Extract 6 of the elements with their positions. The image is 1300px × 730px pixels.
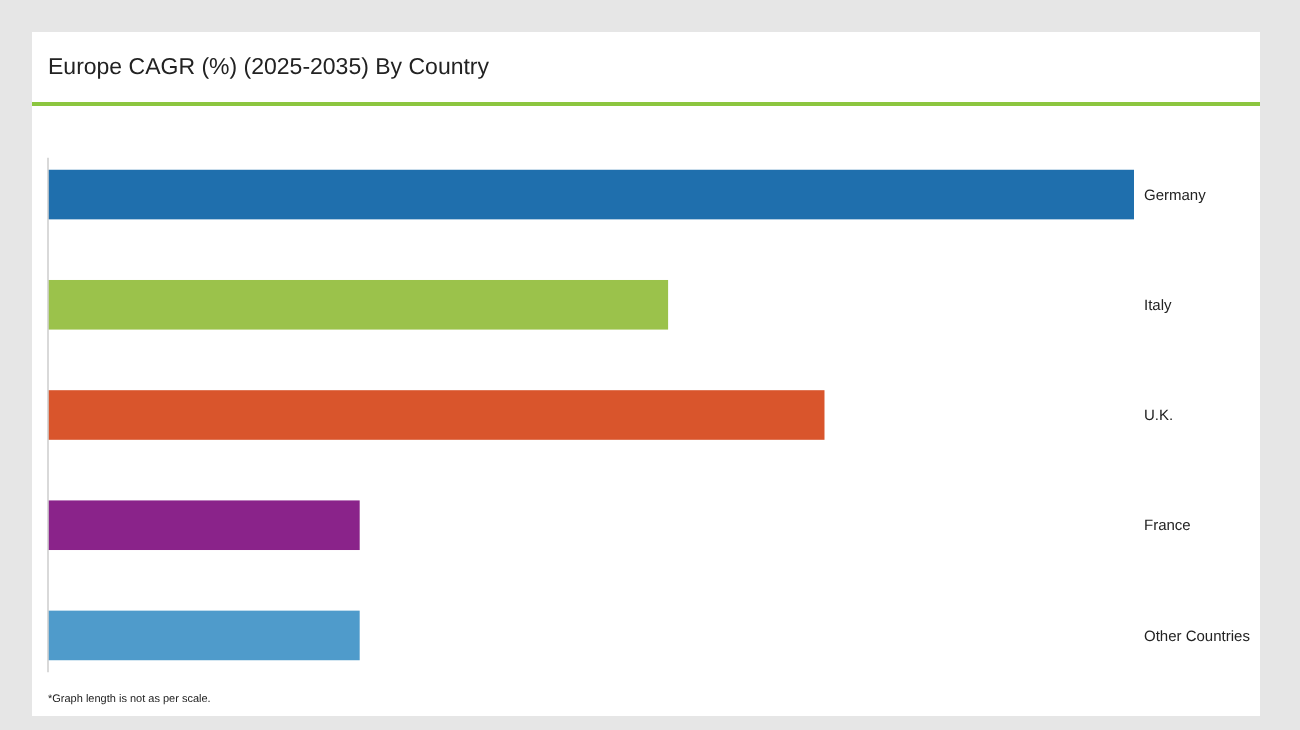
bar (48, 390, 825, 440)
bar (48, 169, 1134, 220)
bar (48, 500, 360, 551)
bar (48, 610, 360, 661)
chart-title: Europe CAGR (%) (2025-2035) By Country (48, 56, 490, 80)
bar (48, 279, 669, 330)
